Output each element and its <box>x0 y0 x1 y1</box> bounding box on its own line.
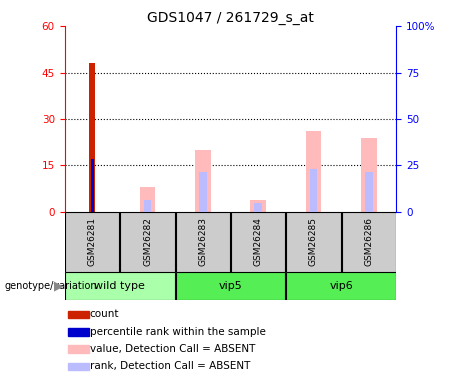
Text: value, Detection Call = ABSENT: value, Detection Call = ABSENT <box>90 344 255 354</box>
Text: vip5: vip5 <box>219 281 242 291</box>
Text: wild type: wild type <box>95 281 145 291</box>
Bar <box>68 328 89 336</box>
Bar <box>199 172 207 212</box>
Bar <box>231 212 285 272</box>
Bar <box>250 200 266 212</box>
Bar <box>310 169 317 212</box>
Text: GSM26286: GSM26286 <box>364 217 373 266</box>
Bar <box>195 150 211 212</box>
Bar <box>342 212 396 272</box>
Bar <box>176 272 285 300</box>
Bar <box>286 212 341 272</box>
Bar <box>120 212 175 272</box>
Text: GSM26284: GSM26284 <box>254 217 263 266</box>
Bar <box>140 187 155 212</box>
Text: count: count <box>90 309 119 319</box>
Bar <box>144 200 151 212</box>
Text: rank, Detection Call = ABSENT: rank, Detection Call = ABSENT <box>90 362 250 371</box>
Bar <box>286 272 396 300</box>
Text: GDS1047 / 261729_s_at: GDS1047 / 261729_s_at <box>147 11 314 25</box>
Bar <box>68 345 89 353</box>
Bar <box>254 202 262 212</box>
Text: ▶: ▶ <box>54 280 64 292</box>
Bar <box>361 138 377 212</box>
Text: GSM26282: GSM26282 <box>143 217 152 266</box>
Text: GSM26283: GSM26283 <box>198 217 207 266</box>
Bar <box>68 311 89 318</box>
Text: GSM26281: GSM26281 <box>88 217 97 266</box>
Bar <box>89 63 95 212</box>
Text: GSM26285: GSM26285 <box>309 217 318 266</box>
Bar <box>365 172 372 212</box>
Bar <box>68 363 89 370</box>
Bar <box>65 212 119 272</box>
Text: genotype/variation: genotype/variation <box>5 281 97 291</box>
Text: percentile rank within the sample: percentile rank within the sample <box>90 327 266 337</box>
Text: vip6: vip6 <box>329 281 353 291</box>
Bar <box>306 132 321 212</box>
Bar <box>90 159 94 212</box>
Bar <box>176 212 230 272</box>
Bar <box>65 272 175 300</box>
